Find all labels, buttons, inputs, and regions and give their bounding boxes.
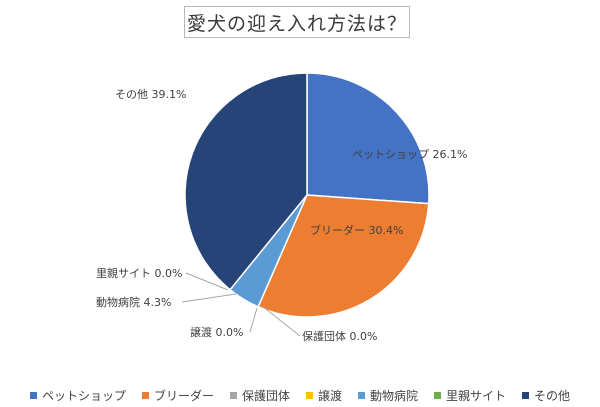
legend-item-5: 動物病院 bbox=[358, 386, 418, 404]
legend-swatch-7 bbox=[522, 391, 530, 399]
data-label-2: ブリーダー 30.4% bbox=[310, 223, 403, 237]
leader-line-4 bbox=[249, 307, 258, 333]
legend-swatch-6 bbox=[434, 391, 442, 399]
data-label-6: 里親サイト 0.0% bbox=[96, 267, 182, 280]
slice-7 bbox=[184, 72, 308, 291]
legend-label-3: 保護団体 bbox=[241, 388, 290, 403]
legend-item-3: 保護団体 bbox=[229, 386, 290, 404]
data-labels: ペットショップ 26.1% ブリーダー 30.4% 保護団体 0.0% 譲渡 0.0%… bbox=[96, 88, 467, 343]
legend-item-1: ペットショップ bbox=[29, 386, 126, 404]
legend-swatch-1 bbox=[29, 391, 37, 399]
legend-item-7: その他 bbox=[522, 386, 570, 404]
data-label-3: 保護団体 0.0% bbox=[302, 329, 377, 343]
leader-lines bbox=[181, 272, 301, 337]
legend-label-5: 動物病院 bbox=[370, 388, 419, 403]
legend-label-1: ペットショップ bbox=[41, 388, 126, 403]
data-label-4: 譲渡 0.0% bbox=[190, 325, 243, 339]
slice-2 bbox=[257, 194, 430, 318]
leader-line-3 bbox=[261, 305, 301, 337]
chart-legend: ペットショップ ブリーダー 保護団体 譲渡 動物病院 里親サイト その他 bbox=[0, 386, 600, 404]
pie-slices bbox=[184, 72, 430, 318]
legend-item-4: 譲渡 bbox=[305, 386, 342, 404]
leader-line-6 bbox=[185, 272, 229, 291]
chart-title: 愛犬の迎え入れ方法は？ bbox=[186, 12, 407, 35]
legend-swatch-4 bbox=[305, 391, 313, 399]
data-label-7: その他 39.1% bbox=[115, 88, 186, 101]
legend-swatch-3 bbox=[229, 391, 237, 399]
data-label-5: 動物病院 4.3% bbox=[96, 295, 171, 309]
slice-1 bbox=[306, 72, 430, 205]
legend-item-6: 里親サイト bbox=[434, 386, 506, 404]
legend-label-4: 譲渡 bbox=[317, 388, 342, 403]
leader-line-5 bbox=[181, 293, 237, 303]
legend-swatch-5 bbox=[358, 391, 365, 399]
data-label-1: ペットショップ 26.1% bbox=[352, 148, 467, 161]
legend-label-7: その他 bbox=[534, 388, 571, 403]
chart-title-box: 愛犬の迎え入れ方法は？ bbox=[184, 6, 410, 38]
legend-label-6: 里親サイト bbox=[446, 388, 507, 403]
legend-item-2: ブリーダー bbox=[141, 386, 214, 404]
legend-swatch-2 bbox=[141, 391, 149, 399]
legend-label-2: ブリーダー bbox=[153, 388, 214, 403]
